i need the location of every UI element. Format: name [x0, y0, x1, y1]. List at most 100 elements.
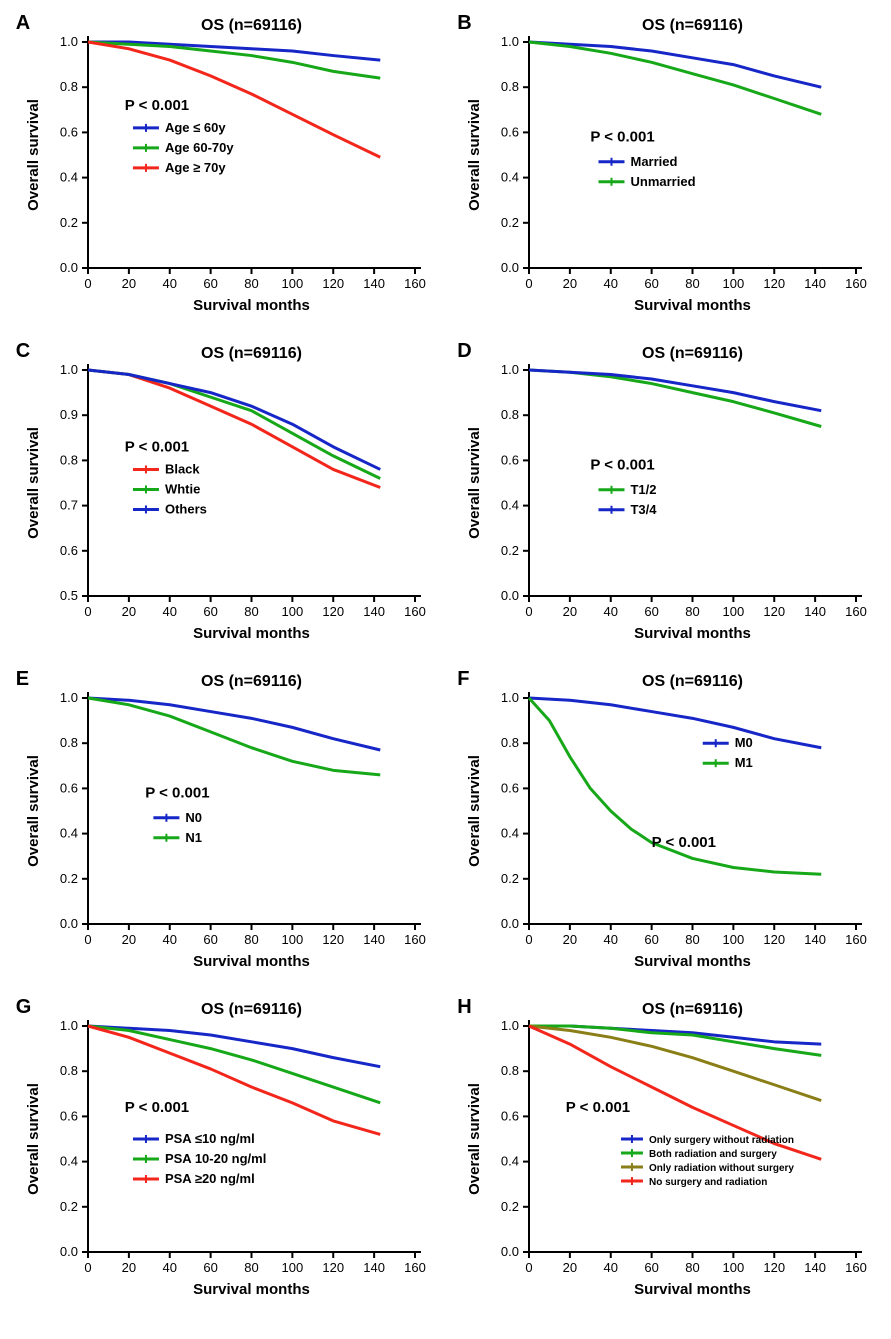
legend-label: Whtie: [165, 481, 200, 496]
y-tick-label: 0.0: [501, 916, 519, 931]
y-tick-label: 0.2: [501, 543, 519, 558]
panel-svg: 0204060801001201401600.00.20.40.60.81.0O…: [451, 994, 881, 1304]
x-tick-label: 0: [526, 276, 533, 291]
x-axis-label: Survival months: [193, 625, 310, 642]
panel-letter: E: [16, 668, 29, 691]
p-value: P < 0.001: [591, 456, 655, 473]
panel-title: OS (n=69116): [201, 1001, 302, 1018]
panel-title: OS (n=69116): [642, 1001, 743, 1018]
x-tick-label: 60: [645, 932, 659, 947]
x-tick-label: 80: [244, 932, 258, 947]
x-axis-label: Survival months: [634, 953, 751, 970]
y-axis-label: Overall survival: [25, 427, 42, 539]
x-tick-label: 100: [281, 932, 303, 947]
y-axis-label: Overall survival: [25, 755, 42, 867]
y-tick-label: 0.0: [60, 916, 78, 931]
panel-letter: D: [457, 340, 471, 363]
x-tick-label: 100: [281, 1260, 303, 1275]
x-tick-label: 160: [404, 932, 426, 947]
x-tick-label: 100: [281, 276, 303, 291]
legend-label: Only radiation without surgery: [649, 1163, 794, 1174]
panel-title: OS (n=69116): [201, 345, 302, 362]
y-tick-label: 0.8: [60, 735, 78, 750]
y-tick-label: 0.8: [501, 407, 519, 422]
x-tick-label: 20: [563, 932, 577, 947]
x-tick-label: 0: [526, 932, 533, 947]
x-tick-label: 160: [845, 604, 867, 619]
y-axis-label: Overall survival: [25, 1083, 42, 1195]
panel-row: C0204060801001201401600.50.60.70.80.91.0…: [4, 338, 887, 648]
x-tick-label: 120: [764, 604, 786, 619]
legend-label: Only surgery without radiation: [649, 1135, 794, 1146]
panel-svg: 0204060801001201401600.00.20.40.60.81.0O…: [10, 666, 440, 976]
legend-label: T1/2: [631, 482, 657, 497]
panel-svg: 0204060801001201401600.00.20.40.60.81.0O…: [451, 10, 881, 320]
y-tick-label: 0.9: [60, 407, 78, 422]
km-curve: [529, 1026, 821, 1101]
panel-f: F0204060801001201401600.00.20.40.60.81.0…: [451, 666, 881, 976]
y-tick-label: 0.8: [60, 452, 78, 467]
panel-title: OS (n=69116): [642, 17, 743, 34]
p-value: P < 0.001: [145, 784, 209, 801]
km-curve: [529, 370, 821, 427]
km-curve: [88, 698, 380, 775]
x-tick-label: 120: [322, 932, 344, 947]
y-tick-label: 1.0: [501, 690, 519, 705]
y-tick-label: 0.0: [60, 1244, 78, 1259]
x-tick-label: 40: [162, 932, 176, 947]
x-tick-label: 60: [645, 1260, 659, 1275]
x-tick-label: 40: [604, 276, 618, 291]
legend-label: PSA ≥20 ng/ml: [165, 1171, 255, 1186]
y-tick-label: 0.6: [60, 1108, 78, 1123]
x-tick-label: 160: [845, 932, 867, 947]
y-tick-label: 0.6: [60, 543, 78, 558]
x-tick-label: 40: [162, 1260, 176, 1275]
x-tick-label: 160: [845, 1260, 867, 1275]
x-tick-label: 0: [84, 276, 91, 291]
panel-b: B0204060801001201401600.00.20.40.60.81.0…: [451, 10, 881, 320]
km-curve: [529, 370, 821, 411]
x-tick-label: 140: [805, 932, 827, 947]
y-tick-label: 0.2: [60, 1199, 78, 1214]
y-tick-label: 0.6: [501, 124, 519, 139]
p-value: P < 0.001: [591, 128, 655, 145]
x-tick-label: 20: [121, 1260, 135, 1275]
panel-title: OS (n=69116): [642, 345, 743, 362]
panel-svg: 0204060801001201401600.00.20.40.60.81.0O…: [10, 10, 440, 320]
legend-label: Age ≤ 60y: [165, 120, 226, 135]
p-value: P < 0.001: [652, 834, 716, 851]
x-tick-label: 0: [526, 1260, 533, 1275]
x-tick-label: 20: [121, 932, 135, 947]
y-tick-label: 1.0: [60, 362, 78, 377]
y-tick-label: 0.8: [501, 735, 519, 750]
x-tick-label: 60: [203, 604, 217, 619]
y-tick-label: 0.2: [60, 871, 78, 886]
y-tick-label: 0.6: [501, 452, 519, 467]
x-axis-label: Survival months: [634, 625, 751, 642]
x-tick-label: 20: [121, 604, 135, 619]
x-tick-label: 20: [563, 604, 577, 619]
x-tick-label: 0: [84, 604, 91, 619]
x-axis-label: Survival months: [193, 1281, 310, 1298]
x-tick-label: 80: [686, 276, 700, 291]
x-tick-label: 100: [723, 932, 745, 947]
x-tick-label: 100: [281, 604, 303, 619]
x-tick-label: 80: [244, 604, 258, 619]
legend-label: Both radiation and surgery: [649, 1149, 777, 1160]
x-tick-label: 120: [322, 1260, 344, 1275]
legend-label: Age 60-70y: [165, 140, 234, 155]
x-tick-label: 100: [723, 276, 745, 291]
y-tick-label: 0.4: [60, 1154, 78, 1169]
km-curve: [88, 370, 380, 478]
x-axis-label: Survival months: [193, 953, 310, 970]
x-tick-label: 160: [404, 604, 426, 619]
y-tick-label: 1.0: [501, 362, 519, 377]
panel-row: E0204060801001201401600.00.20.40.60.81.0…: [4, 666, 887, 976]
x-tick-label: 80: [244, 1260, 258, 1275]
p-value: P < 0.001: [566, 1099, 630, 1116]
legend-label: Others: [165, 501, 207, 516]
legend-label: Married: [631, 154, 678, 169]
y-tick-label: 0.4: [501, 170, 519, 185]
km-curve: [88, 1026, 380, 1134]
panel-svg: 0204060801001201401600.00.20.40.60.81.0O…: [10, 994, 440, 1304]
